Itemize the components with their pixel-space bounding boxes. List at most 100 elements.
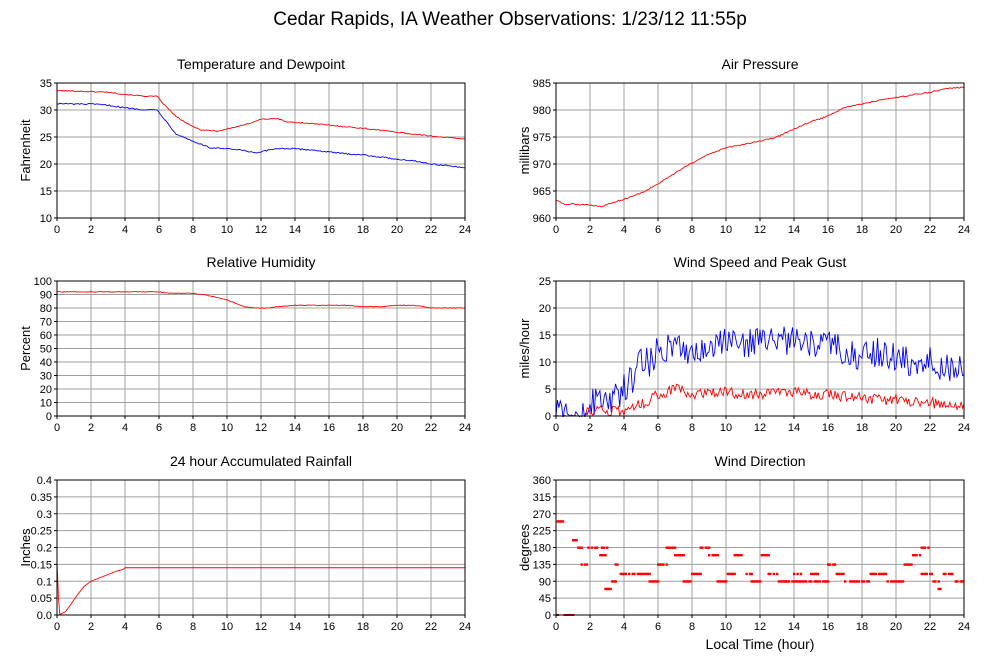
direction-point: [604, 554, 607, 557]
direction-point: [891, 580, 894, 583]
series-line-2: [556, 383, 964, 417]
direction-point: [827, 580, 830, 583]
direction-point: [706, 546, 709, 549]
direction-point: [740, 554, 743, 557]
direction-point: [855, 580, 859, 583]
direction-point: [733, 572, 736, 576]
direction-point: [772, 572, 775, 576]
direction-point: [759, 580, 762, 583]
x-tick-label: 6: [156, 224, 162, 236]
direction-point: [895, 580, 898, 583]
direction-point: [648, 580, 651, 583]
plot-area: [556, 520, 964, 616]
direction-point: [612, 580, 616, 583]
direction-point: [614, 580, 617, 583]
x-tick-label: 0: [553, 224, 559, 236]
direction-point: [648, 572, 651, 576]
direction-point: [561, 520, 565, 523]
y-tick-label: 80: [40, 303, 52, 315]
direction-point: [937, 587, 940, 591]
y-tick-label: 985: [533, 78, 551, 90]
direction-point: [903, 563, 906, 566]
direction-point: [607, 587, 611, 591]
direction-point: [577, 546, 580, 549]
direction-point: [886, 580, 889, 583]
x-tick-label: 10: [720, 422, 732, 434]
y-tick-label: 70: [40, 317, 52, 329]
direction-point: [828, 563, 832, 566]
plot-area: [57, 290, 465, 309]
direction-point: [670, 546, 673, 549]
x-tick-label: 18: [357, 422, 369, 434]
direction-point: [857, 580, 860, 583]
direction-point: [655, 580, 658, 583]
x-tick-label: 14: [289, 224, 301, 236]
direction-point: [767, 554, 770, 557]
direction-point: [944, 572, 947, 576]
direction-point: [900, 580, 903, 583]
direction-point: [798, 580, 801, 583]
direction-point: [699, 546, 702, 549]
chart-title: Wind Speed and Peak Gust: [674, 254, 847, 270]
direction-point: [905, 563, 908, 566]
direction-point: [716, 554, 719, 557]
x-tick-label: 6: [655, 621, 661, 633]
y-tick-label: 0.25: [31, 526, 52, 538]
relative-humidity-chart: 0 2 4 6 8 10 12 14 16 18 20 22 240102030405060708090…: [18, 254, 471, 434]
direction-point: [646, 572, 650, 576]
plot-area: [57, 89, 465, 169]
direction-point: [872, 572, 876, 576]
x-tick-label: 10: [221, 224, 233, 236]
direction-point: [932, 580, 935, 583]
direction-point: [769, 572, 772, 576]
y-tick-label: 0.05: [31, 593, 52, 605]
x-tick-label: 18: [357, 621, 369, 633]
temp-dewpoint-chart: 0 2 4 6 8 10 12 14 16 18 20 22 24101520253035Tempera…: [18, 56, 471, 236]
direction-point: [606, 546, 609, 549]
direction-point: [796, 580, 799, 583]
direction-point: [719, 580, 723, 583]
x-tick-label: 18: [856, 422, 868, 434]
y-axis-label: Fahrenheit: [18, 119, 33, 182]
x-tick-label: 4: [621, 224, 627, 236]
x-tick-label: 0: [553, 422, 559, 434]
direction-point: [733, 554, 736, 557]
x-tick-label: 14: [788, 621, 800, 633]
direction-point: [922, 572, 925, 576]
x-tick-label: 10: [221, 621, 233, 633]
y-tick-label: 315: [533, 492, 551, 504]
y-tick-label: 45: [539, 593, 551, 605]
direction-point: [606, 587, 609, 591]
direction-point: [585, 563, 588, 566]
direction-point: [796, 572, 799, 576]
y-tick-label: 100: [34, 276, 52, 288]
x-tick-label: 12: [754, 224, 766, 236]
direction-point: [725, 580, 728, 583]
y-tick-label: 60: [40, 330, 52, 342]
direction-point: [600, 546, 604, 549]
direction-point: [838, 572, 842, 576]
direction-point: [927, 546, 930, 549]
series-line-1: [57, 560, 465, 616]
direction-point: [818, 580, 821, 583]
y-tick-label: 20: [539, 303, 551, 315]
direction-point: [633, 572, 636, 576]
direction-point: [799, 580, 803, 583]
y-axis-label: Percent: [18, 326, 33, 371]
direction-point: [765, 554, 769, 557]
x-tick-label: 4: [122, 621, 128, 633]
direction-point: [675, 554, 679, 557]
direction-point: [657, 580, 660, 583]
x-tick-label: 20: [890, 224, 902, 236]
direction-point: [602, 554, 605, 557]
direction-point: [893, 580, 896, 583]
direction-point: [889, 580, 893, 583]
direction-point: [748, 572, 752, 576]
direction-point: [657, 563, 660, 566]
direction-point: [884, 572, 888, 576]
direction-point: [682, 554, 685, 557]
direction-point: [879, 572, 883, 576]
direction-point: [672, 546, 675, 549]
y-tick-label: 25: [40, 132, 52, 144]
